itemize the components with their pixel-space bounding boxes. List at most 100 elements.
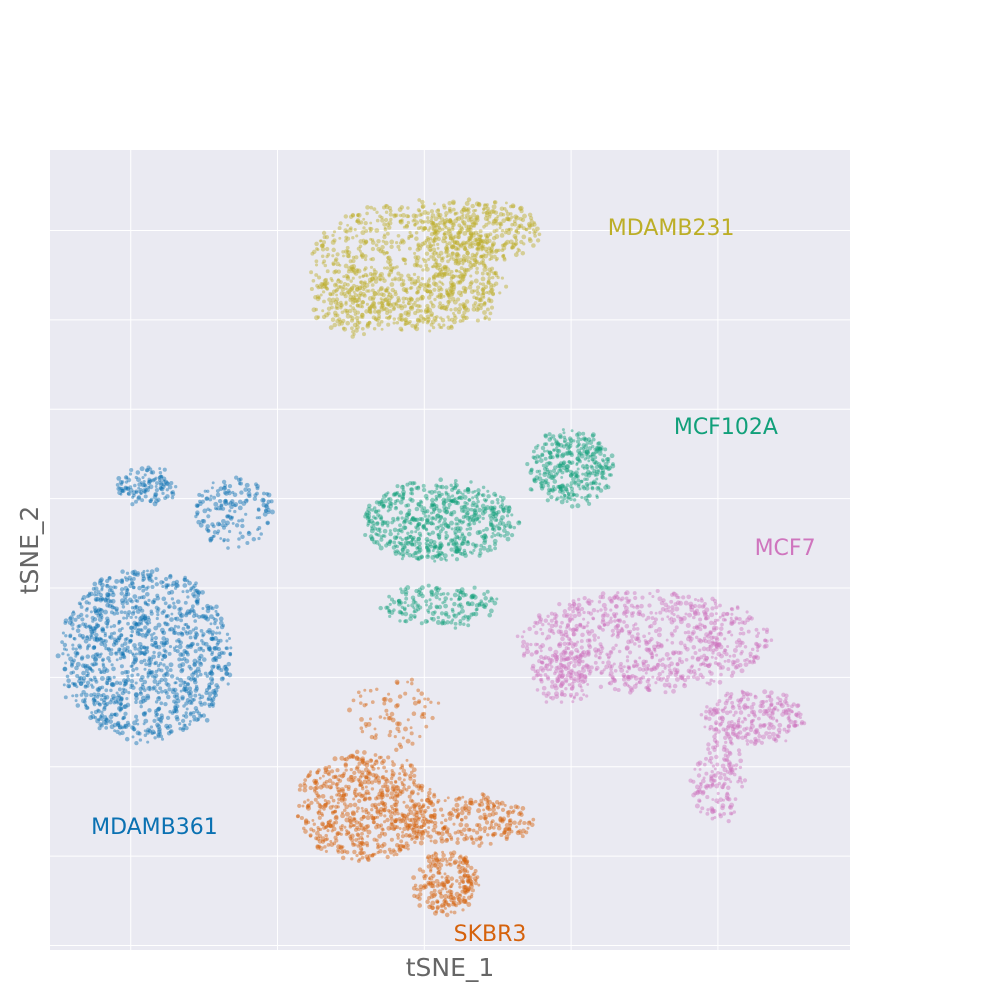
point (674, 625, 679, 630)
point (434, 506, 439, 511)
point (787, 718, 792, 722)
point (717, 699, 722, 704)
point (538, 644, 543, 650)
point (457, 290, 462, 296)
point (581, 680, 586, 684)
point (451, 498, 457, 503)
point (417, 549, 422, 554)
point (330, 305, 334, 310)
point (384, 605, 389, 610)
point (412, 614, 417, 619)
point (331, 289, 337, 294)
point (500, 515, 505, 520)
point (475, 260, 479, 264)
point (535, 469, 540, 474)
point (356, 213, 360, 217)
point (566, 494, 572, 500)
point (460, 532, 465, 536)
point (368, 305, 373, 310)
point (141, 576, 147, 581)
point (363, 220, 368, 226)
point (442, 222, 446, 226)
point (458, 495, 463, 500)
point (432, 522, 436, 526)
point (155, 593, 160, 598)
point (319, 239, 323, 243)
point (400, 328, 404, 332)
point (431, 281, 437, 287)
point (113, 585, 118, 590)
point (319, 293, 323, 297)
point (481, 288, 485, 293)
point (418, 282, 423, 286)
point (353, 312, 358, 316)
point (589, 629, 595, 634)
point (70, 622, 75, 627)
point (461, 315, 467, 321)
point (468, 224, 474, 230)
point (394, 499, 398, 503)
point (579, 656, 583, 660)
point (650, 655, 654, 660)
point (356, 246, 361, 251)
point (565, 442, 570, 447)
point (677, 595, 681, 600)
point (379, 301, 383, 305)
point (682, 682, 686, 686)
point (172, 699, 177, 704)
point (786, 729, 791, 733)
point (343, 249, 349, 254)
point (605, 652, 609, 656)
point (416, 536, 422, 542)
point (474, 296, 478, 300)
point (705, 705, 709, 709)
point (451, 618, 455, 622)
point (444, 536, 448, 541)
point (702, 604, 706, 608)
point (716, 662, 722, 668)
point (557, 484, 562, 490)
point (403, 321, 409, 326)
point (355, 269, 360, 273)
point (480, 276, 486, 282)
point (438, 271, 443, 276)
point (92, 581, 98, 587)
point (386, 255, 392, 261)
point (742, 727, 747, 732)
point (498, 495, 502, 499)
point (606, 660, 611, 666)
point (558, 486, 563, 491)
point (379, 500, 383, 504)
point (493, 270, 498, 276)
point (485, 291, 489, 294)
point (338, 319, 343, 324)
point (741, 631, 746, 636)
point (426, 310, 430, 314)
point (604, 465, 609, 470)
point (425, 554, 430, 560)
point (606, 457, 611, 462)
point (586, 598, 592, 603)
point (535, 669, 540, 674)
point (338, 300, 343, 305)
point (767, 734, 772, 740)
point (532, 477, 537, 482)
point (533, 650, 539, 655)
point (560, 663, 565, 668)
point (757, 643, 762, 648)
point (446, 543, 450, 547)
point (769, 638, 774, 642)
point (438, 325, 442, 329)
point (428, 538, 434, 544)
point (338, 285, 343, 289)
point (455, 501, 460, 506)
point (473, 545, 477, 549)
point (608, 664, 613, 669)
point (477, 492, 481, 496)
point (198, 658, 202, 662)
point (385, 302, 390, 307)
point (427, 246, 433, 252)
point (193, 634, 198, 639)
point (521, 226, 526, 231)
point (461, 304, 466, 309)
